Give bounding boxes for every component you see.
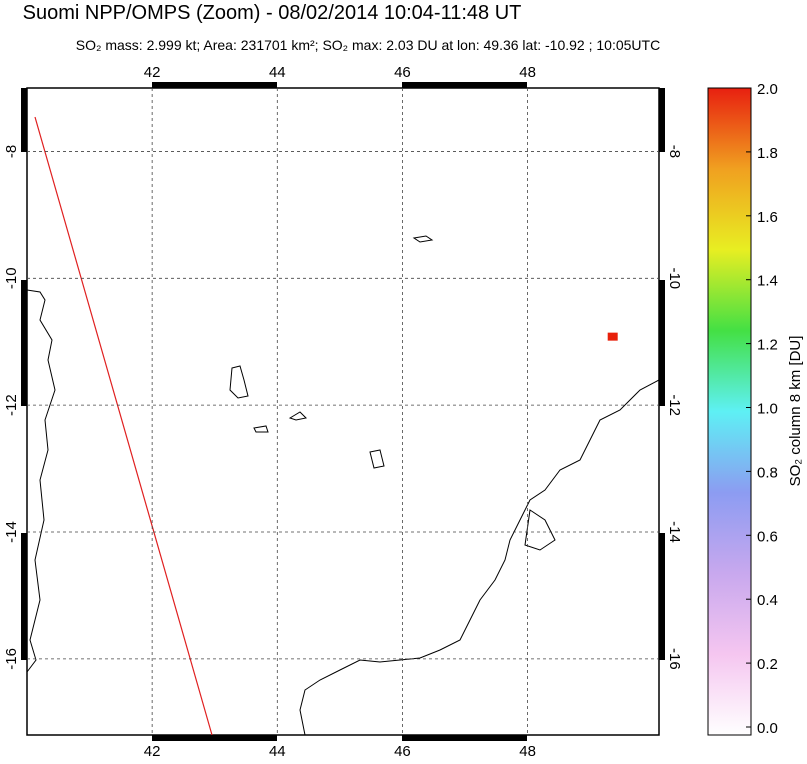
y-tick-label: -16 (3, 648, 20, 670)
chart-title: Suomi NPP/OMPS (Zoom) - 08/02/2014 10:04… (23, 2, 522, 24)
colorbar-tick-label: 1.0 (757, 401, 778, 418)
colorbar-tick-label: 0.4 (757, 592, 778, 609)
x-tick-label: 42 (144, 64, 161, 81)
y-tick-label: -12 (666, 394, 683, 416)
colorbar-tick-label: 1.4 (757, 273, 778, 290)
x-tick-label: 46 (394, 64, 411, 81)
y-tick-label: -16 (666, 648, 683, 670)
colorbar (707, 87, 752, 736)
frame-bands (21, 82, 665, 741)
y-tick-label: -14 (3, 521, 20, 543)
x-tick-label: 42 (144, 743, 161, 759)
x-tick-label: 44 (269, 743, 286, 759)
swath-edge (34, 116, 213, 736)
y-tick-label: -8 (666, 145, 683, 158)
max-pixel (607, 332, 618, 341)
x-tick-label: 48 (519, 64, 536, 81)
colorbar-label: SO₂ column 8 km [DU] (787, 336, 804, 487)
colorbar-tick-label: 2.0 (757, 81, 778, 98)
y-tick-label: -8 (3, 145, 20, 158)
y-tick-label: -14 (666, 521, 683, 543)
colorbar-tick-label: 1.8 (757, 145, 778, 162)
x-tick-label: 48 (519, 743, 536, 759)
colorbar-tick-label: 0.6 (757, 528, 778, 545)
colorbar-tick-label: 0.2 (757, 656, 778, 673)
y-tick-label: -10 (3, 267, 20, 289)
colorbar-tick-label: 1.6 (757, 209, 778, 226)
y-tick-label: -10 (666, 267, 683, 289)
x-tick-label: 46 (394, 743, 411, 759)
colorbar-tick-label: 0.8 (757, 464, 778, 481)
colorbar-tick-label: 0.0 (757, 720, 778, 737)
y-tick-label: -12 (3, 394, 20, 416)
chart-subtitle: SO₂ mass: 2.999 kt; Area: 231701 km²; SO… (76, 37, 660, 53)
map-frame (26, 87, 660, 736)
coastlines (26, 235, 660, 736)
colorbar-tick-label: 1.2 (757, 337, 778, 354)
x-tick-label: 44 (269, 64, 286, 81)
